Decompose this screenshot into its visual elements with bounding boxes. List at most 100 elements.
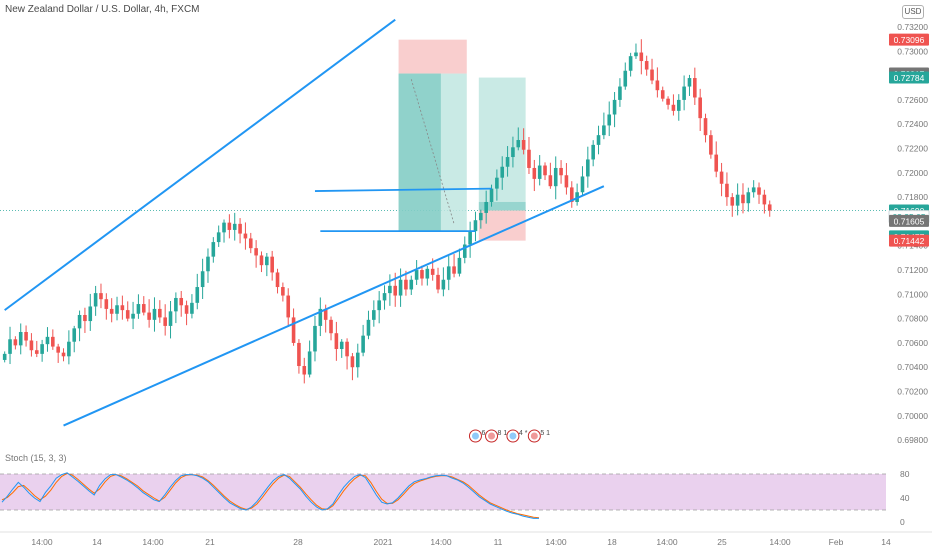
y-tick-label: 0.70600 (897, 338, 928, 348)
y-tick-label: 0.73000 (897, 46, 928, 56)
candle-body (34, 350, 39, 354)
candle-body (409, 279, 414, 290)
event-count: 6 (481, 430, 485, 437)
candle-body (372, 310, 376, 320)
candle-body (83, 314, 87, 322)
candle-body (420, 270, 424, 279)
candle-body (698, 97, 702, 119)
candle-body (334, 333, 339, 350)
candle-body (109, 308, 114, 314)
candle-body (120, 305, 125, 311)
candle-body (40, 344, 44, 354)
candle-body (500, 166, 505, 178)
candle-body (184, 305, 189, 314)
x-tick-label: 14:00 (769, 537, 791, 547)
candle-body (125, 310, 130, 319)
candle-body (286, 295, 291, 318)
currency-button[interactable]: USD (902, 5, 924, 19)
support-line-upper (314, 187, 492, 192)
price-label: 0.71442 (894, 236, 925, 246)
candle-body (200, 271, 205, 288)
candle-body (730, 197, 735, 206)
candle-body (671, 104, 676, 111)
candle-body (446, 266, 451, 280)
y-tick-label: 0.70200 (897, 387, 928, 397)
y-tick-label: 0.71000 (897, 289, 928, 299)
candle-body (243, 233, 248, 239)
candle-body (757, 187, 761, 195)
candle-body (56, 346, 60, 353)
candle-body (179, 297, 184, 306)
candle-body (275, 272, 280, 288)
long-filled-zone (478, 201, 526, 211)
candle-body (462, 244, 467, 258)
y-tick-label: 0.72600 (897, 95, 928, 105)
stoch-y-tick: 0 (900, 517, 905, 527)
candle-body (580, 176, 585, 193)
candle-body (131, 313, 135, 319)
price-label: 0.71605 (894, 216, 925, 226)
candle-body (265, 256, 269, 266)
event-flag-icon (488, 432, 496, 440)
candle-body (147, 312, 151, 320)
candle-body (254, 248, 258, 256)
event-flag-icon (530, 432, 538, 440)
candle-body (355, 352, 360, 368)
symbol-title: New Zealand Dollar / U.S. Dollar, 4h, FX… (5, 4, 200, 15)
candle-body (430, 268, 435, 275)
candle-body (93, 293, 98, 307)
candle-body (232, 223, 237, 230)
x-tick-label: Feb (829, 537, 844, 547)
candle-body (516, 140, 521, 148)
candle-body (719, 171, 724, 184)
x-tick-label: 2021 (374, 537, 393, 547)
candle-body (468, 231, 472, 245)
candle-body (361, 335, 365, 353)
candle-body (564, 175, 569, 188)
candle-body (329, 319, 333, 334)
candle-body (479, 212, 483, 221)
candle-body (484, 201, 488, 213)
candle-body (634, 52, 638, 57)
candle-body (628, 56, 633, 71)
stoch-k-line (1, 472, 539, 519)
y-tick-label: 0.71800 (897, 192, 928, 202)
candle-body (414, 270, 419, 280)
candle-body (216, 232, 221, 243)
candle-body (543, 165, 547, 176)
candle-body (345, 341, 349, 357)
candle-body (297, 342, 301, 367)
candle-body (425, 268, 430, 279)
candle-body (238, 223, 242, 234)
x-tick-label: 14:00 (656, 537, 678, 547)
y-tick-label: 0.72000 (897, 168, 928, 178)
candle-body (227, 222, 232, 230)
candle-body (318, 308, 323, 326)
candle-body (24, 331, 28, 341)
price-label: 0.72784 (894, 73, 925, 83)
event-count: 8 1 1 (498, 430, 514, 437)
candle-body (639, 52, 644, 62)
x-tick-label: 14:00 (430, 537, 452, 547)
x-tick-label: 25 (717, 537, 727, 547)
candle-body (746, 192, 751, 204)
candle-body (703, 118, 708, 136)
short-filled-zone (398, 73, 441, 232)
x-tick-label: 14:00 (142, 537, 164, 547)
candle-body (602, 125, 606, 136)
candle-body (61, 352, 66, 357)
candle-body (339, 341, 344, 350)
candle-body (404, 279, 408, 290)
candle-body (591, 144, 595, 160)
candle-body (307, 351, 312, 375)
candle-body (88, 306, 93, 322)
candle-body (2, 353, 7, 360)
candle-body (559, 167, 563, 176)
x-tick-label: 28 (293, 537, 303, 547)
price-label-box (889, 71, 929, 84)
y-tick-label: 0.73200 (897, 22, 928, 32)
candle-body (13, 339, 18, 346)
x-tick-label: 14:00 (31, 537, 53, 547)
